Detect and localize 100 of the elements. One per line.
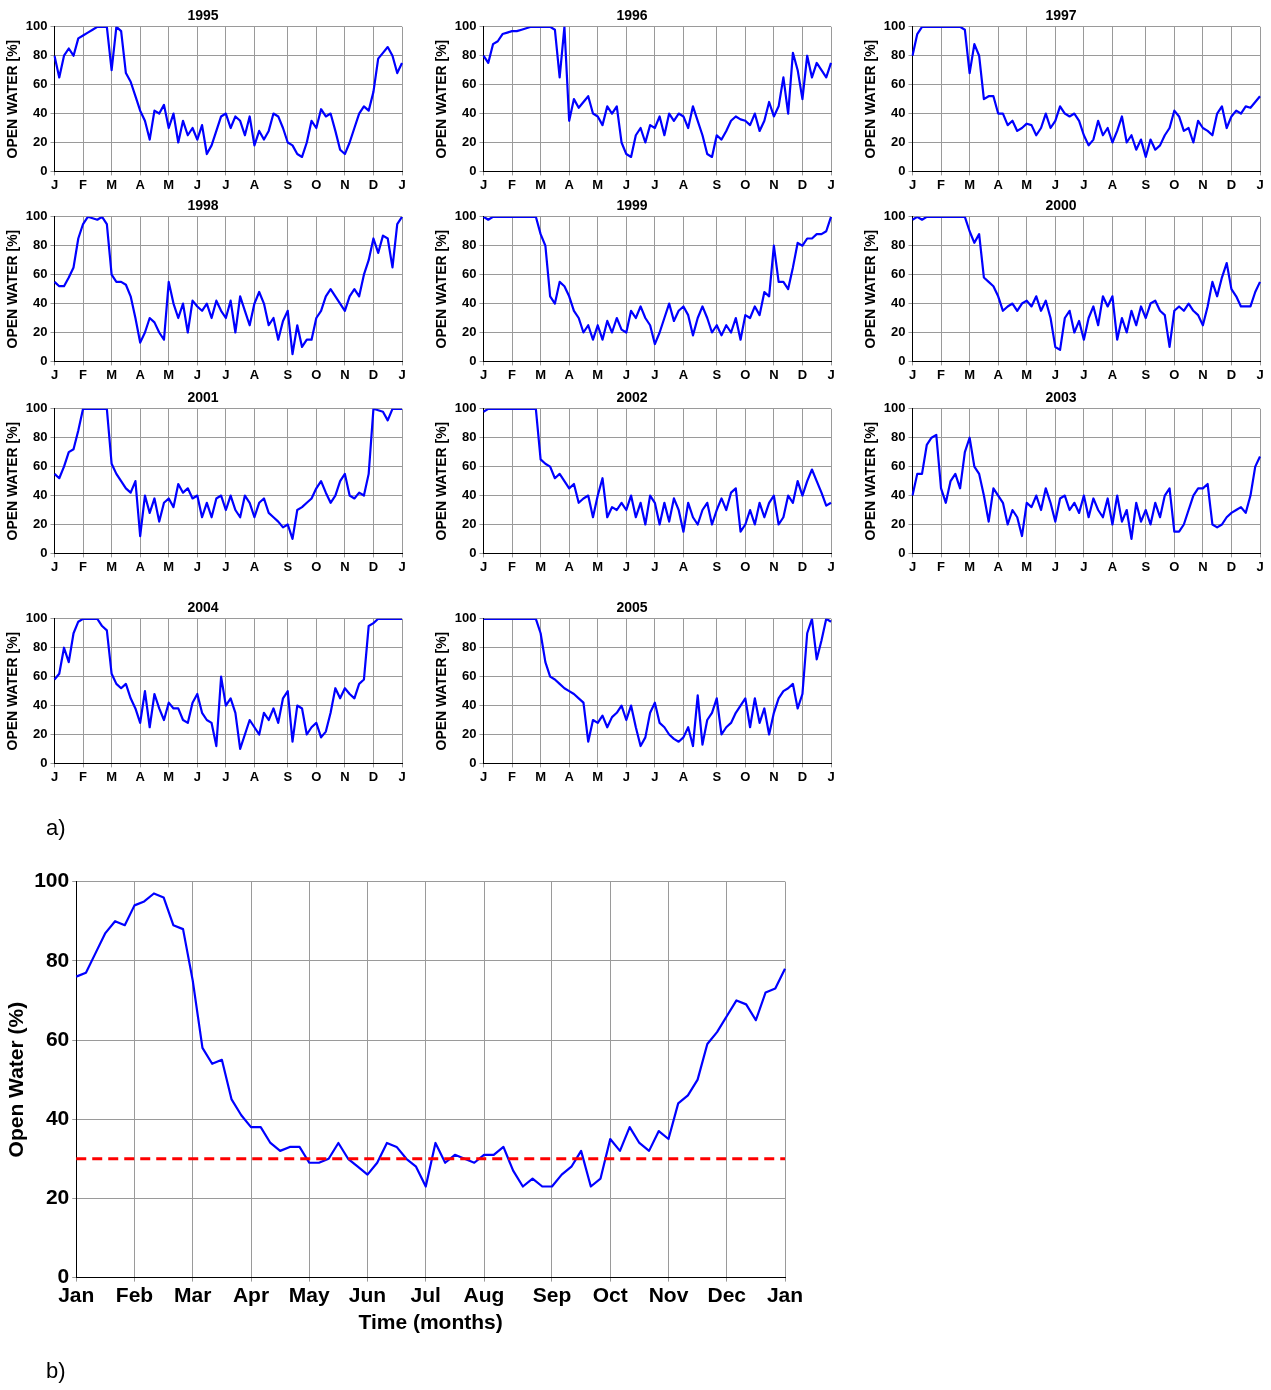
- x-tick-label: A: [678, 768, 689, 784]
- x-tick-label: M: [106, 558, 118, 574]
- y-tick-label: 40: [891, 487, 906, 503]
- y-tick-label: 100: [25, 610, 48, 626]
- y-tick-label: 40: [45, 1106, 70, 1129]
- y-tick-label: 0: [469, 754, 477, 770]
- x-tick-label: J: [193, 176, 201, 192]
- y-tick-label: 20: [45, 1185, 70, 1209]
- x-tick-label: D: [797, 176, 808, 192]
- x-tick-label: S: [1141, 176, 1151, 192]
- y-tick-label: 100: [454, 208, 477, 224]
- x-tick-label: J: [1256, 558, 1264, 574]
- x-tick-label: A: [1107, 558, 1118, 574]
- x-tick-label: J: [1256, 366, 1264, 382]
- y-tick-label: 80: [33, 429, 48, 445]
- y-tick-label: 80: [891, 237, 906, 253]
- x-tick-label: J: [651, 768, 659, 784]
- x-tick-label: J: [622, 768, 630, 784]
- y-tick-label: 0: [898, 544, 906, 560]
- x-tick-label: A: [564, 176, 575, 192]
- y-tick-label: 20: [462, 726, 477, 742]
- y-tick-label: 80: [462, 639, 477, 655]
- y-tick-label: 20: [33, 726, 48, 742]
- x-tick-label: J: [193, 768, 201, 784]
- x-tick-label: S: [283, 176, 293, 192]
- x-tick-label: J: [398, 366, 406, 382]
- x-tick-label: A: [249, 768, 260, 784]
- y-axis-title: OPEN WATER [%]: [4, 39, 21, 159]
- x-tick-label: F: [508, 176, 517, 192]
- x-tick-label: J: [222, 768, 230, 784]
- x-tick-label: S: [1141, 558, 1151, 574]
- x-tick-label: O: [311, 176, 322, 192]
- x-tick-label: S: [712, 558, 722, 574]
- x-tick-label: S: [712, 366, 722, 382]
- x-tick-label: M: [163, 366, 175, 382]
- x-tick-label: J: [222, 558, 230, 574]
- x-tick-label: O: [740, 366, 751, 382]
- x-tick-label: S: [712, 176, 722, 192]
- x-tick-label: O: [740, 176, 751, 192]
- y-axis-title: OPEN WATER [%]: [433, 229, 450, 349]
- y-tick-label: 80: [891, 47, 906, 63]
- x-tick-label: F: [937, 558, 946, 574]
- x-tick-label: M: [592, 176, 604, 192]
- x-tick-label: F: [508, 558, 517, 574]
- y-tick-label: 40: [891, 105, 906, 121]
- x-tick-label: J: [1051, 558, 1059, 574]
- x-tick-label: J: [222, 176, 230, 192]
- x-tick-label: O: [1169, 176, 1180, 192]
- chart-title: 2001: [187, 389, 219, 406]
- x-tick-label: F: [79, 768, 88, 784]
- x-tick-label: J: [1080, 558, 1088, 574]
- x-tick-label: A: [678, 176, 689, 192]
- x-tick-label: D: [1226, 558, 1237, 574]
- y-tick-label: 60: [891, 266, 906, 282]
- x-tick-label: M: [535, 768, 547, 784]
- y-tick-label: 40: [891, 295, 906, 311]
- y-tick-label: 0: [469, 352, 477, 368]
- y-axis-title: OPEN WATER [%]: [862, 229, 879, 349]
- y-axis-title: OPEN WATER [%]: [862, 39, 879, 159]
- y-tick-label: 40: [33, 487, 48, 503]
- x-tick-label: Aug: [463, 1283, 505, 1306]
- y-tick-label: 40: [462, 105, 477, 121]
- y-tick-label: 60: [462, 458, 477, 474]
- chart-title: 1995: [187, 7, 219, 24]
- x-tick-label: J: [50, 558, 59, 574]
- x-tick-label: J: [50, 176, 59, 192]
- x-tick-label: J: [50, 366, 59, 382]
- x-tick-label: J: [908, 558, 917, 574]
- x-tick-label: M: [1021, 176, 1033, 192]
- x-tick-label: O: [740, 558, 751, 574]
- x-tick-label: F: [937, 366, 946, 382]
- x-tick-label: F: [79, 176, 88, 192]
- y-tick-label: 80: [45, 947, 70, 971]
- x-tick-label: Jul: [410, 1283, 441, 1306]
- x-tick-label: M: [592, 558, 604, 574]
- x-tick-label: A: [249, 366, 260, 382]
- y-tick-label: 0: [40, 162, 48, 178]
- x-tick-label: F: [79, 558, 88, 574]
- y-axis-title: OPEN WATER [%]: [4, 229, 21, 349]
- y-tick-label: 20: [891, 516, 906, 532]
- x-tick-label: J: [908, 176, 917, 192]
- x-tick-label: F: [508, 366, 517, 382]
- x-tick-label: O: [311, 558, 322, 574]
- y-tick-label: 100: [454, 18, 477, 34]
- x-tick-label: J: [651, 176, 659, 192]
- text: a): [46, 815, 66, 841]
- x-tick-label: A: [993, 176, 1004, 192]
- x-tick-label: J: [479, 768, 488, 784]
- y-tick-label: 80: [33, 639, 48, 655]
- x-tick-label: O: [1169, 366, 1180, 382]
- x-tick-label: N: [340, 558, 350, 574]
- x-tick-label: M: [106, 768, 118, 784]
- chart-title: 2000: [1045, 197, 1077, 214]
- y-tick-label: 60: [462, 668, 477, 684]
- x-tick-label: J: [1051, 176, 1059, 192]
- x-tick-label: A: [564, 366, 575, 382]
- chart-title: 1999: [616, 197, 648, 214]
- x-tick-label: Nov: [648, 1283, 689, 1306]
- x-tick-label: O: [1169, 558, 1180, 574]
- x-tick-label: Dec: [707, 1283, 747, 1306]
